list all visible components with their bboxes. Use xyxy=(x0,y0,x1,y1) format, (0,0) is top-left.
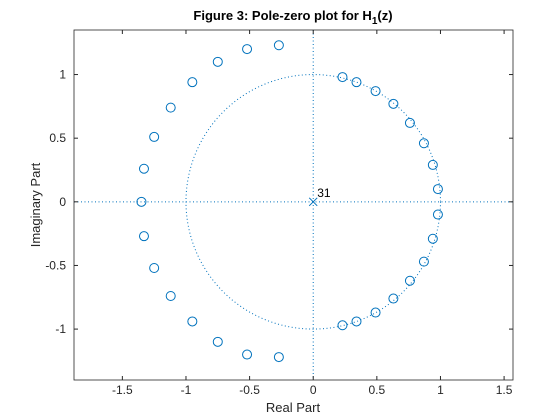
title-suffix: (z) xyxy=(377,8,392,23)
title-main: Figure 3: Pole-zero plot for H xyxy=(193,8,371,23)
zero-marker xyxy=(212,56,223,67)
zero-marker xyxy=(165,102,176,113)
zero-marker xyxy=(427,233,438,244)
zero-marker xyxy=(165,291,176,301)
plot-box xyxy=(73,29,514,381)
y-tick-label: 0.5 xyxy=(49,131,66,145)
zero-marker xyxy=(212,336,223,347)
zero-marker xyxy=(418,256,429,267)
zero-marker xyxy=(370,86,381,97)
zero-marker xyxy=(404,117,415,128)
chart-title: Figure 3: Pole-zero plot for H1(z) xyxy=(193,8,392,27)
zero-marker xyxy=(138,163,149,174)
zero-marker xyxy=(388,293,399,304)
pole-marker xyxy=(308,197,318,207)
y-tick-label: 1 xyxy=(59,68,66,82)
zero-marker xyxy=(149,263,160,273)
x-axis-label: Real Part xyxy=(266,400,321,415)
y-axis-label: Imaginary Part xyxy=(28,162,43,247)
y-tick-label: -0.5 xyxy=(45,258,66,272)
zero-marker xyxy=(432,209,443,220)
x-tick-label: 1.5 xyxy=(496,383,513,397)
zero-marker xyxy=(418,138,429,149)
zero-marker xyxy=(427,159,438,170)
y-tick-label: 0 xyxy=(59,195,66,209)
zero-marker xyxy=(404,275,415,286)
zero-marker xyxy=(138,231,149,242)
zero-marker xyxy=(351,316,362,327)
zero-marker xyxy=(273,352,284,363)
zero-marker xyxy=(187,316,198,327)
unit-circle xyxy=(185,74,441,330)
zero-marker xyxy=(136,196,147,207)
y-tick-label: -1 xyxy=(55,322,66,336)
zero-marker xyxy=(149,131,160,142)
x-tick-label: 1 xyxy=(437,383,444,397)
x-tick-label: -1 xyxy=(181,383,192,397)
zero-marker xyxy=(242,349,253,360)
x-tick-label: 0.5 xyxy=(369,383,386,397)
zero-marker xyxy=(273,40,284,51)
pole-count: 31 xyxy=(317,186,331,200)
zero-marker xyxy=(337,72,348,83)
zero-marker xyxy=(432,184,443,195)
zero-marker xyxy=(337,320,348,331)
x-tick-label: -0.5 xyxy=(239,383,260,397)
x-tick-label: -1.5 xyxy=(112,383,133,397)
zero-marker xyxy=(351,77,362,88)
zero-marker xyxy=(187,77,198,88)
zero-marker xyxy=(370,307,381,318)
zero-marker xyxy=(388,98,399,109)
title-subscript: 1 xyxy=(372,16,378,27)
zero-marker xyxy=(242,44,253,55)
x-tick-label: 0 xyxy=(310,383,317,397)
